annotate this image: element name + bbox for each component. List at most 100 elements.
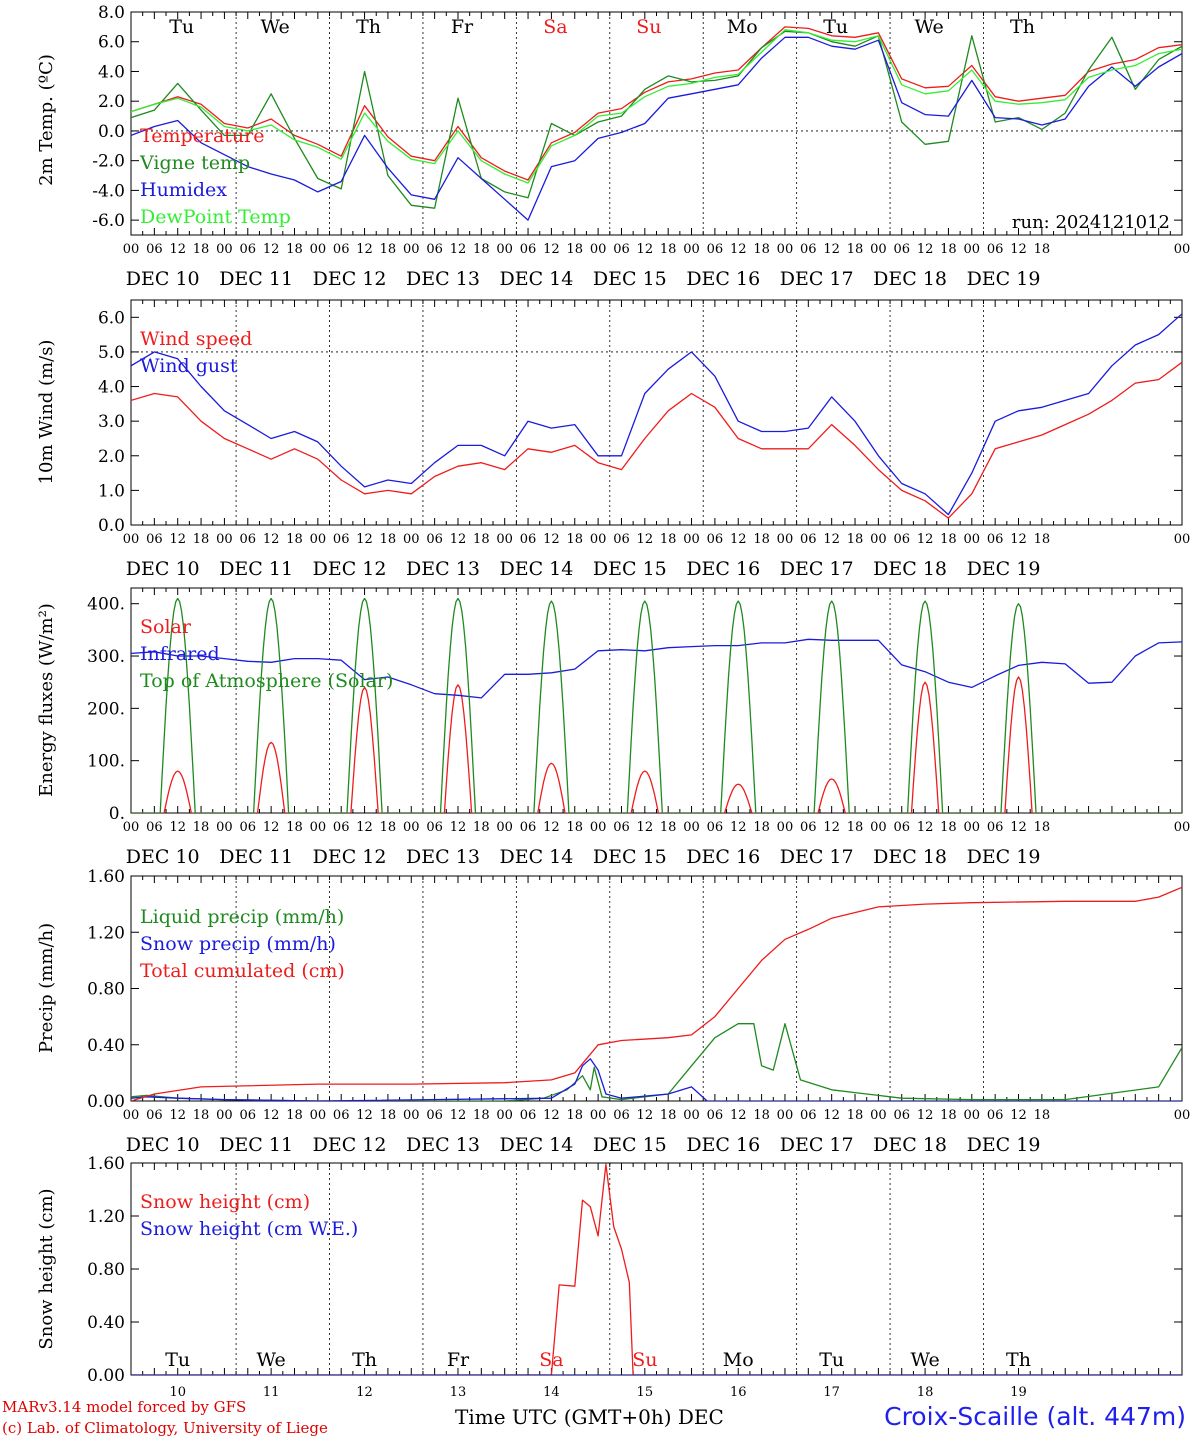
day-name-label: Th — [352, 1349, 377, 1371]
day-name-label: Th — [1010, 16, 1035, 38]
hour-tick-label: 12 — [1010, 820, 1027, 835]
date-label: DEC 14 — [499, 558, 573, 580]
hour-tick-label: 00 — [123, 1108, 140, 1123]
day-number-label: 19 — [1010, 1385, 1027, 1400]
hour-tick-label: 00 — [496, 820, 513, 835]
date-label: DEC 18 — [873, 268, 947, 290]
day-number-label: 15 — [637, 1385, 654, 1400]
series-group — [131, 886, 1182, 1101]
legend-entry: Snow height (cm W.E.) — [140, 1218, 358, 1240]
date-label: DEC 14 — [499, 846, 573, 868]
panel-4: 1.60 1.20 0.80 0.40 0.00 Precip (mm/h) 00 06 12 1… — [36, 867, 1190, 1156]
hour-tick-label: 12 — [730, 1108, 747, 1123]
hour-tick-label: 18 — [286, 242, 303, 257]
day-name-label: Fr — [447, 1349, 470, 1371]
hour-tick-label: 18 — [286, 532, 303, 547]
hour-tick-label: 18 — [753, 820, 770, 835]
day-number-label: 13 — [450, 1385, 467, 1400]
day-name-label: Mo — [723, 1349, 754, 1371]
hour-tick-label: 12 — [169, 820, 186, 835]
hour-tick-label: 06 — [987, 242, 1004, 257]
hour-tick-label: 12 — [450, 242, 467, 257]
hour-tick-label: 18 — [566, 242, 583, 257]
hour-tick-label: 12 — [823, 1108, 840, 1123]
date-label: DEC 12 — [313, 1134, 387, 1156]
hour-tick-label: 18 — [193, 820, 210, 835]
date-label: DEC 17 — [780, 558, 854, 580]
date-label: DEC 14 — [499, 1134, 573, 1156]
hour-tick-label: 12 — [263, 532, 280, 547]
day-name-label: We — [910, 1349, 939, 1371]
y-tick-label: 1.60 — [87, 867, 125, 887]
hour-tick-label: 00 — [403, 1108, 420, 1123]
y-tick-label: 6.0 — [98, 308, 125, 328]
hour-tick-label: 18 — [1034, 820, 1051, 835]
series-line-top-of-atmosphere-solar- — [131, 597, 1182, 813]
date-label: DEC 10 — [126, 1134, 200, 1156]
date-label: DEC 13 — [406, 558, 480, 580]
hour-tick-label: 12 — [543, 820, 560, 835]
hour-tick-label: 06 — [613, 242, 630, 257]
hour-tick-label: 00 — [590, 820, 607, 835]
hour-tick-label: 06 — [426, 1108, 443, 1123]
hour-tick-label: 18 — [660, 532, 677, 547]
date-label: DEC 15 — [593, 1134, 667, 1156]
y-tick-label: 6.0 — [98, 33, 125, 53]
date-label: DEC 16 — [686, 558, 760, 580]
hour-tick-label: 18 — [566, 1108, 583, 1123]
hour-tick-label: 12 — [263, 242, 280, 257]
y-tick-label: 0.0 — [98, 516, 125, 536]
day-name-label: Mo — [727, 16, 758, 38]
hour-tick-label: 00 — [870, 242, 887, 257]
hour-tick-label: 06 — [707, 532, 724, 547]
hour-tick-label: 06 — [893, 532, 910, 547]
hour-tick-label: 00 — [964, 820, 981, 835]
day-name-label: Su — [636, 16, 661, 38]
model-credit: MARv3.14 model forced by GFS — [2, 1398, 247, 1416]
hour-tick-label: 00 — [496, 532, 513, 547]
date-label: DEC 10 — [126, 558, 200, 580]
hour-tick-label: 06 — [426, 532, 443, 547]
y-tick-label: -6.0 — [92, 211, 125, 231]
hour-tick-label: 06 — [240, 242, 257, 257]
station-name: Croix-Scaille (alt. 447m) — [884, 1402, 1186, 1431]
hour-tick-label: 06 — [333, 1108, 350, 1123]
date-label: DEC 14 — [499, 268, 573, 290]
hour-tick-label: 06 — [240, 532, 257, 547]
y-axis-title: Energy fluxes (W/m²) — [36, 603, 57, 797]
hour-tick-label: 12 — [169, 242, 186, 257]
hour-tick-label: 06 — [893, 820, 910, 835]
day-number-label: 11 — [263, 1385, 280, 1400]
hour-tick-label: 18 — [1034, 532, 1051, 547]
hour-tick-label: 06 — [240, 820, 257, 835]
hour-tick-label: 12 — [637, 242, 654, 257]
hour-tick-label: 18 — [193, 532, 210, 547]
day-name-label: Sa — [543, 16, 567, 38]
hour-tick-label: 18 — [473, 820, 490, 835]
hour-tick-label: 06 — [333, 820, 350, 835]
date-label: DEC 19 — [967, 558, 1041, 580]
hour-tick-label: 06 — [707, 820, 724, 835]
y-tick-label: 1.60 — [87, 1154, 125, 1174]
hour-tick-label: 12 — [730, 820, 747, 835]
hour-tick-label: 00 — [683, 1108, 700, 1123]
hour-tick-label: 18 — [566, 820, 583, 835]
series-line-infrared — [131, 638, 1182, 699]
date-label: DEC 11 — [219, 1134, 293, 1156]
hour-tick-label: 06 — [800, 532, 817, 547]
date-label: DEC 12 — [313, 846, 387, 868]
hour-tick-label: 06 — [987, 1108, 1004, 1123]
y-tick-label: 0.0 — [98, 122, 125, 142]
hour-tick-label: 06 — [520, 820, 537, 835]
hour-tick-label: 12 — [356, 820, 373, 835]
hour-tick-label: 00 — [310, 532, 327, 547]
date-label: DEC 11 — [219, 558, 293, 580]
legend-entry: Wind gust — [140, 355, 238, 377]
hour-tick-label: 00 — [870, 532, 887, 547]
hour-tick-label: 00 — [870, 1108, 887, 1123]
series-line-wind-gust — [131, 313, 1182, 516]
hour-tick-label: 06 — [613, 1108, 630, 1123]
hour-tick-label: 00 — [870, 820, 887, 835]
hour-tick-label: 12 — [169, 532, 186, 547]
hour-tick-label: 06 — [146, 242, 163, 257]
